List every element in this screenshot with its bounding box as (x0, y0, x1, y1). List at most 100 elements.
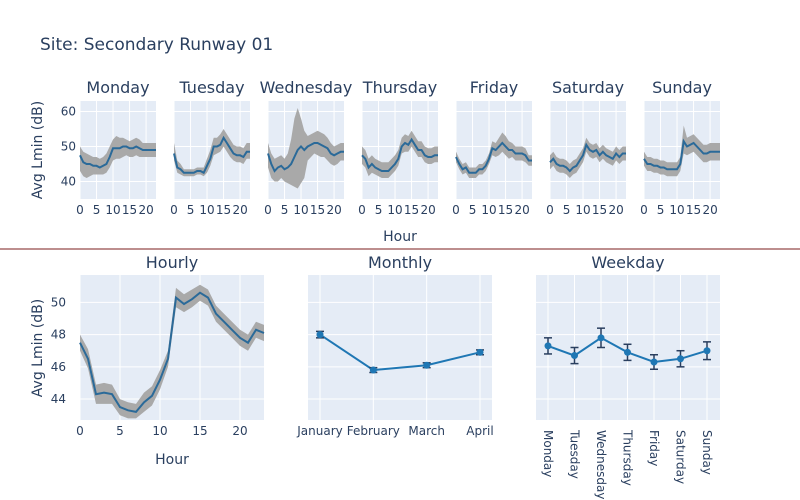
panel-title: Sunday (652, 78, 712, 97)
x-tick-label: Monday (541, 430, 555, 477)
x-tick-label: 5 (187, 203, 195, 217)
x-tick-label: 10 (669, 203, 684, 217)
x-tick-label: 20 (232, 424, 247, 438)
x-tick-label: 5 (93, 203, 101, 217)
day-panel-friday: Friday 0 5 10 15 20 (452, 78, 532, 217)
x-tick-label: 20 (138, 203, 153, 217)
chart-title: Monthly (368, 253, 432, 272)
x-tick-label: 0 (358, 203, 366, 217)
x-tick-label: 15 (404, 203, 419, 217)
confidence-band (456, 132, 532, 178)
series-line (173, 135, 250, 175)
x-tick-label: 0 (170, 203, 178, 217)
chart-title: Hourly (146, 253, 198, 272)
x-tick-label: 0 (76, 424, 84, 438)
x-axis-title: Hour (383, 229, 417, 245)
panel-title: Tuesday (178, 78, 244, 97)
x-tick-label: Friday (647, 430, 661, 466)
x-tick-label: 5 (116, 424, 124, 438)
x-tick-label: 0 (76, 203, 84, 217)
x-tick-label: 5 (657, 203, 665, 217)
x-tick-label: 20 (514, 203, 529, 217)
day-panel-wednesday: Wednesday 0 5 10 15 20 (260, 78, 353, 217)
series-line (319, 333, 481, 372)
day-panel-saturday: Saturday 0 5 10 15 20 (546, 78, 626, 217)
x-tick-label: February (347, 424, 400, 438)
series-line (79, 145, 156, 169)
page-title: Site: Secondary Runway 01 (40, 35, 273, 55)
x-tick-label: 5 (281, 203, 289, 217)
x-tick-label: Tuesday (568, 429, 582, 479)
data-point (703, 347, 711, 355)
x-tick-label: 5 (469, 203, 477, 217)
weekday-chart: Monday Tuesday Wednesday Thursday Friday Satu… (536, 253, 720, 499)
series-line (643, 138, 720, 171)
panel-title: Friday (470, 78, 519, 97)
y-tick-label: 48 (51, 328, 66, 342)
data-point (571, 352, 578, 360)
hourly-chart: Hourly 0 5 10 15 20 44 46 48 50 Hour Avg Lmin (dB) (30, 253, 265, 468)
x-tick-label: 15 (686, 203, 701, 217)
chart-title: Weekday (591, 253, 664, 272)
y-tick-label: 46 (51, 360, 66, 374)
x-axis-title: Hour (155, 452, 189, 468)
data-point (316, 331, 324, 339)
panel-title: Saturday (552, 78, 624, 97)
y-axis-title: Avg Lmin (dB) (30, 299, 46, 397)
data-point (677, 355, 684, 363)
data-point (624, 348, 631, 356)
data-point (423, 361, 431, 369)
x-tick-label: 15 (310, 203, 325, 217)
x-tick-label: 15 (592, 203, 607, 217)
x-tick-label: Thursday (621, 429, 635, 486)
x-tick-label: 15 (122, 203, 137, 217)
plot-area (308, 275, 492, 420)
x-tick-label: 0 (546, 203, 554, 217)
confidence-band (80, 284, 264, 419)
x-tick-label: Sunday (700, 430, 714, 475)
x-tick-label: 10 (152, 424, 167, 438)
x-tick-label: 0 (640, 203, 648, 217)
series-line (455, 141, 532, 174)
monthly-chart: January February March April Monthly (296, 253, 493, 438)
x-tick-label: 5 (375, 203, 383, 217)
panel-title: Wednesday (260, 78, 353, 97)
x-tick-label: April (466, 424, 493, 438)
x-tick-label: 0 (452, 203, 460, 217)
y-tick-label: 44 (51, 392, 66, 406)
x-tick-label: 10 (387, 203, 402, 217)
x-tick-label: Saturday (674, 430, 688, 484)
x-tick-label: 15 (498, 203, 513, 217)
x-tick-label: 5 (563, 203, 571, 217)
y-tick-label: 50 (61, 140, 76, 154)
x-tick-label: 0 (264, 203, 272, 217)
y-tick-label: 60 (61, 105, 76, 119)
day-panel-monday: Monday 0 5 10 15 20 40 50 60 (61, 78, 156, 217)
day-panel-thursday: Thursday 0 5 10 15 20 (358, 78, 438, 217)
x-tick-label: 15 (192, 424, 207, 438)
series-line (79, 291, 265, 413)
day-panel-sunday: Sunday 0 5 10 15 20 (640, 78, 720, 217)
data-point (476, 348, 484, 356)
data-point (369, 366, 377, 374)
series-line (549, 142, 626, 173)
day-panel-tuesday: Tuesday 0 5 10 15 20 (170, 78, 250, 217)
x-tick-label: 20 (420, 203, 435, 217)
series-line (267, 142, 344, 173)
data-point (544, 342, 552, 350)
x-tick-label: 20 (702, 203, 717, 217)
y-tick-label: 50 (51, 295, 66, 309)
x-tick-label: 20 (326, 203, 341, 217)
x-tick-label: 20 (608, 203, 623, 217)
x-tick-label: 10 (481, 203, 496, 217)
data-point (650, 358, 658, 366)
x-tick-label: 15 (216, 203, 231, 217)
y-axis-title: Avg Lmin (dB) (30, 101, 46, 199)
y-tick-label: 40 (61, 175, 76, 189)
x-tick-label: 10 (199, 203, 214, 217)
x-tick-label: Wednesday (594, 430, 608, 499)
panel-title: Thursday (362, 78, 437, 97)
series-line (361, 137, 438, 172)
